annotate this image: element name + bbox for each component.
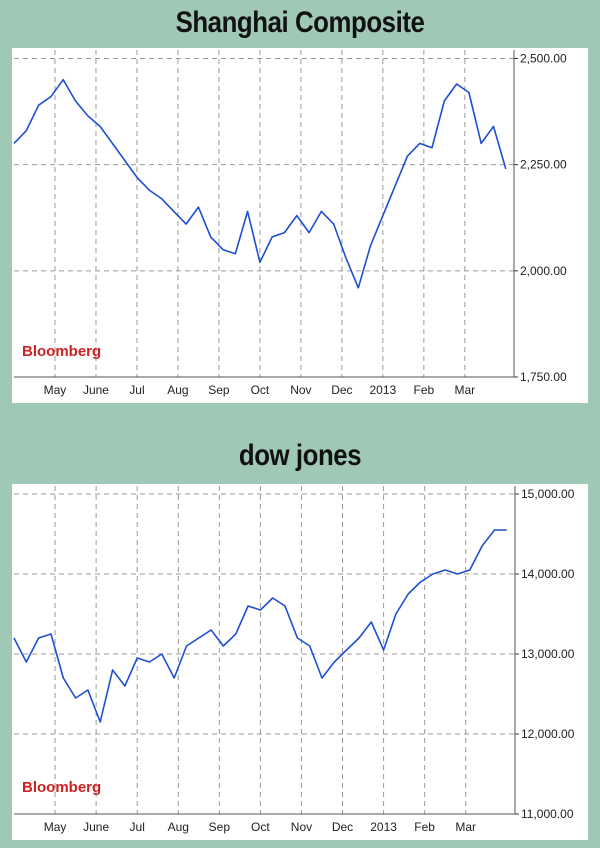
y-tick-label: 12,000.00 [521, 727, 575, 741]
x-tick-label: Dec [331, 383, 352, 397]
x-tick-label: Feb [414, 820, 435, 834]
dowjones-panel: dow jones May June Jul Aug Sep Oct Nov Dec 2013 F… [0, 424, 600, 848]
shanghai-chart-title: Shanghai Composite [175, 6, 425, 39]
x-tick-label: May [44, 820, 67, 834]
shanghai-panel: Shanghai Composite May June Jul Aug Sep Oct No… [0, 0, 600, 416]
dowjones-chart-title: dow jones [238, 439, 362, 472]
x-tick-label: Jul [130, 820, 145, 834]
x-tick-label: 2013 [370, 383, 397, 397]
shanghai-chart-svg: May June Jul Aug Sep Oct Nov Dec 2013 Feb Mar 2,500… [13, 50, 567, 397]
x-tick-label: Aug [167, 383, 188, 397]
chart-axes [14, 50, 515, 378]
x-tick-label: June [83, 383, 109, 397]
x-tick-label: Oct [251, 383, 270, 397]
series-line [13, 529, 507, 723]
x-tick-label: 2013 [370, 820, 397, 834]
y-tick-label: 13,000.00 [521, 647, 575, 661]
x-tick-label: May [44, 383, 67, 397]
x-tick-label: Mar [454, 383, 475, 397]
x-tick-label: Sep [209, 820, 231, 834]
x-tick-label: Nov [291, 820, 312, 834]
shanghai-chart-area: May June Jul Aug Sep Oct Nov Dec 2013 Feb Mar 2,500… [12, 48, 588, 403]
series-line [13, 78, 507, 289]
y-tick-label: 2,500.00 [520, 51, 567, 65]
x-tick-label: Sep [208, 383, 230, 397]
y-tick-label: 14,000.00 [521, 567, 575, 581]
y-tick-label: 11,000.00 [521, 807, 574, 821]
x-tick-label: Oct [251, 820, 270, 834]
y-tick-label: 2,000.00 [520, 264, 567, 278]
bloomberg-watermark: Bloomberg [22, 343, 101, 360]
x-tick-label: Dec [332, 820, 353, 834]
x-tick-label: Mar [455, 820, 476, 834]
chart-axes [14, 486, 516, 815]
dowjones-chart-svg: May June Jul Aug Sep Oct Nov Dec 2013 Feb Mar 15,00… [13, 486, 575, 834]
x-tick-label: June [83, 820, 109, 834]
bloomberg-watermark: Bloomberg [22, 779, 101, 796]
x-tick-label: Jul [129, 383, 144, 397]
x-tick-label: Aug [168, 820, 189, 834]
y-tick-label: 1,750.00 [520, 370, 567, 384]
dowjones-chart-area: May June Jul Aug Sep Oct Nov Dec 2013 Feb Mar 15,00… [12, 484, 588, 840]
x-tick-label: Nov [290, 383, 311, 397]
y-tick-label: 2,250.00 [520, 158, 567, 172]
x-tick-label: Feb [413, 383, 434, 397]
y-tick-label: 15,000.00 [521, 487, 575, 501]
